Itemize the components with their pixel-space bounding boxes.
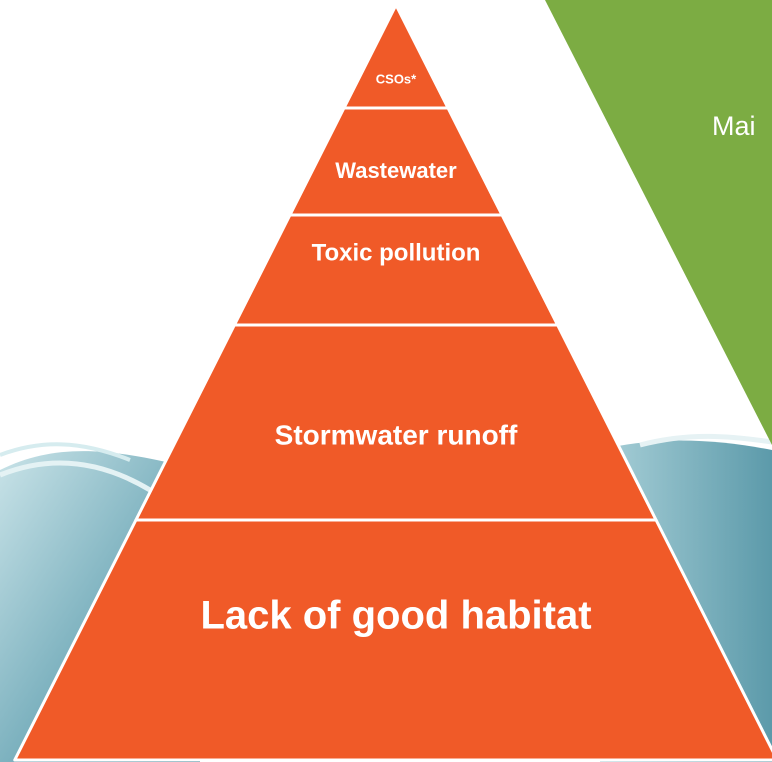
pyramid: CSOs* Wastewater Toxic pollution Stormwater… — [13, 3, 772, 762]
level-label: Lack of good habitat — [200, 594, 591, 638]
level-label: Wastewater — [335, 158, 457, 183]
side-panel: Mai — [545, 0, 772, 445]
green-triangle — [545, 0, 772, 445]
level-label: CSOs* — [376, 71, 417, 86]
level-label: Toxic pollution — [312, 239, 481, 266]
pyramid-level — [342, 3, 450, 110]
level-label: Stormwater runoff — [275, 419, 518, 450]
pyramid-level — [13, 518, 772, 762]
pyramid-level — [232, 213, 560, 327]
side-panel-text: Mai — [712, 111, 756, 141]
